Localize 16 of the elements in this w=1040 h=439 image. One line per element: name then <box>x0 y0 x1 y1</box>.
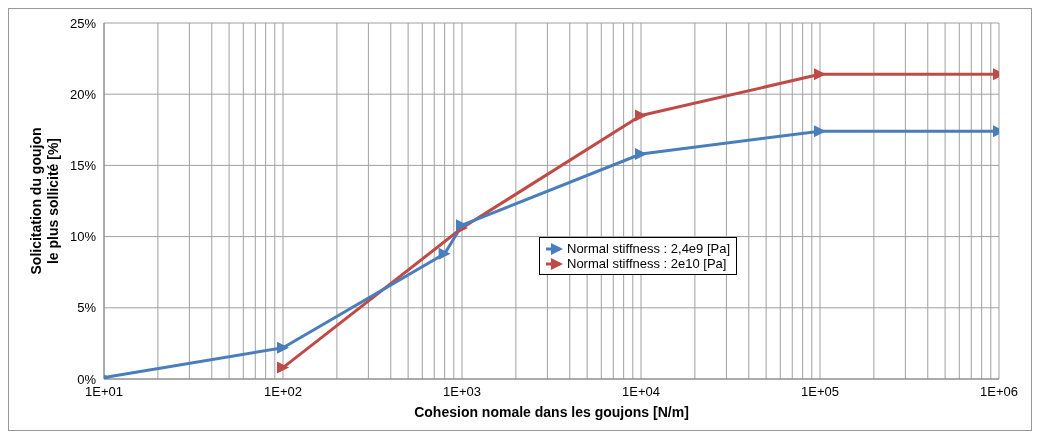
x-tick-label: 1E+05 <box>801 384 839 400</box>
x-tick-label: 1E+02 <box>264 384 302 400</box>
y-tick-label: 25% <box>69 15 97 31</box>
y-tick-label: 20% <box>69 86 97 102</box>
x-tick-label: 1E+01 <box>85 384 123 400</box>
y-tick-label: 15% <box>69 158 97 174</box>
y-axis-title: Solicitation du goujon le plus sollicité [%] <box>28 127 61 275</box>
y-tick-label: 10% <box>69 229 97 245</box>
legend-label: Normal stiffness : 2e10 [Pa] <box>567 256 727 271</box>
y-tick-label: 5% <box>77 300 97 316</box>
y-tick-label: 0% <box>77 371 97 387</box>
x-tick-label: 1E+03 <box>443 384 481 400</box>
x-axis-title: Cohesion nomale dans les goujons [N/m] <box>414 404 689 420</box>
legend-label: Normal stiffness : 2,4e9 [Pa] <box>567 241 731 256</box>
x-tick-label: 1E+04 <box>622 384 660 400</box>
x-tick-label: 1E+06 <box>980 384 1018 400</box>
